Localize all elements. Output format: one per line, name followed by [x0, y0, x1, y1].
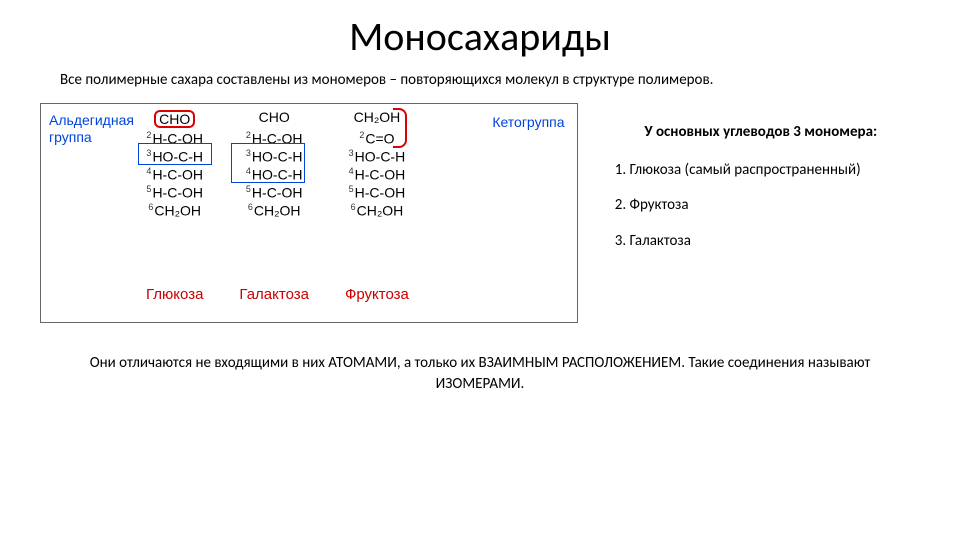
- list-item: Глюкоза (самый распространенный): [630, 161, 920, 181]
- molecule-name: Глюкоза: [146, 286, 203, 303]
- slide-subtitle: Все полимерные сахара составлены из моно…: [60, 71, 900, 89]
- chemistry-diagram: Альдегидная группа Кетогруппа CHO 2H-C-O…: [40, 103, 578, 323]
- atom-line: CHO: [259, 109, 290, 125]
- atom-line: H-C-OH: [355, 185, 406, 201]
- atom-line: H-C-OH: [252, 185, 303, 201]
- atom-line: H-C-OH: [152, 185, 203, 201]
- list-item: Фруктоза: [630, 196, 920, 216]
- molecule-name: Фруктоза: [345, 286, 409, 303]
- slide-title: Моносахариды: [0, 12, 960, 61]
- keto-label: Кетогруппа: [492, 114, 564, 130]
- content-row: Альдегидная группа Кетогруппа CHO 2H-C-O…: [40, 103, 920, 323]
- monomer-list: Глюкоза (самый распространенный) Фруктоз…: [602, 161, 920, 252]
- ketone-bracket: [393, 108, 407, 148]
- atom-line: C=O: [365, 131, 394, 147]
- molecule-glucose: CHO 2H-C-OH 3HO-C-H 4H-C-OH 5H-C-OH 6CH₂…: [146, 110, 203, 316]
- list-item: Галактоза: [630, 232, 920, 252]
- atom-line: H-C-OH: [355, 167, 406, 183]
- aldehyde-label: Альдегидная группа: [49, 110, 144, 316]
- side-panel: У основных углеводов 3 мономера: Глюкоза…: [602, 103, 920, 267]
- atom-line: CH₂OH: [154, 203, 201, 219]
- molecule-fructose: CH₂OH 2C=O 3HO-C-H 4H-C-OH 5H-C-OH 6CH₂O…: [345, 110, 409, 316]
- molecule-galactose: CHO 2H-C-OH 3HO-C-H 4HO-C-H 5H-C-OH 6CH₂…: [239, 110, 309, 316]
- aldehyde-group: CHO: [154, 110, 195, 128]
- atom-line: CH₂OH: [254, 203, 301, 219]
- atom-line: HO-C-H: [355, 149, 406, 165]
- side-heading: У основных углеводов 3 мономера:: [602, 123, 920, 143]
- atom-line: H-C-OH: [152, 167, 203, 183]
- footer-text: Они отличаются не входящими в них АТОМАМ…: [70, 353, 890, 395]
- molecule-name: Галактоза: [239, 286, 309, 303]
- atom-line: CH₂OH: [357, 203, 404, 219]
